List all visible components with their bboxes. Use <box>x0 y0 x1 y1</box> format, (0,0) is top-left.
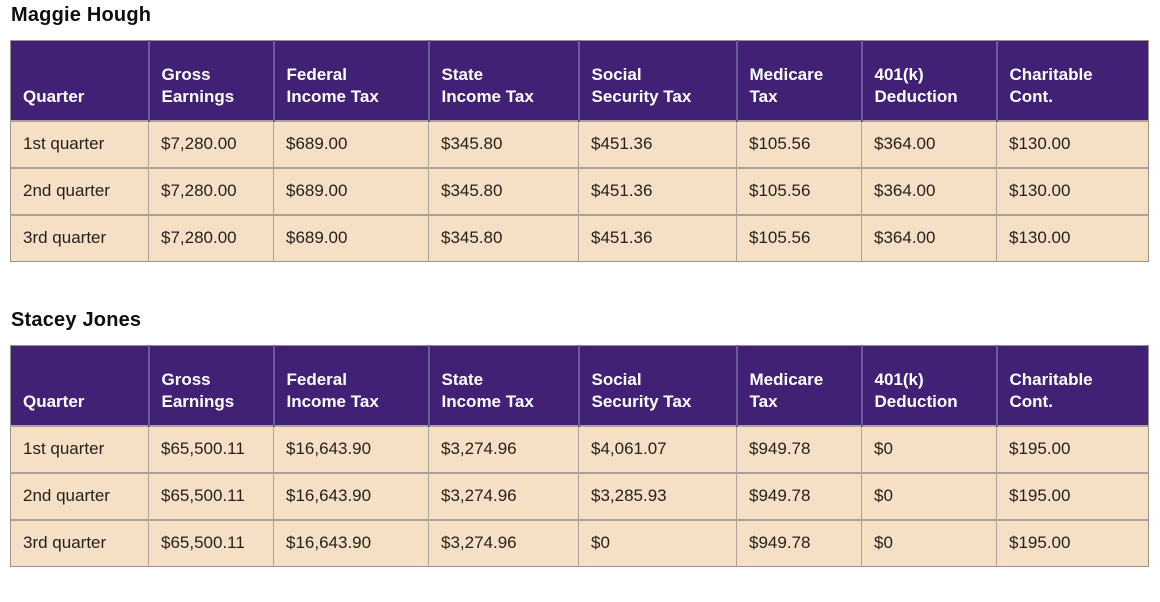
table-cell-medicare-tax: $949.78 <box>736 471 862 520</box>
table-cell-401-k-deduction: $364.00 <box>861 213 997 262</box>
table-cell-social-security-tax: $451.36 <box>578 166 737 215</box>
table-cell-federal-income-tax: $16,643.90 <box>273 518 429 567</box>
table-cell-gross-earnings: $7,280.00 <box>148 166 274 215</box>
employee-section-maggie-hough: Maggie Hough Quarter Gross Earnings Federa… <box>10 4 1150 262</box>
table-cell-charitable-cont: $195.00 <box>996 518 1149 567</box>
header-row: Quarter Gross Earnings Federal Income Tax S… <box>10 40 1149 121</box>
table-cell-gross-earnings: $65,500.11 <box>148 471 274 520</box>
table-cell-quarter: 3rd quarter <box>10 518 149 567</box>
payroll-table-stacey-jones: Quarter Gross Earnings Federal Income Tax S… <box>10 345 1149 567</box>
column-header-federal-income-tax: Federal Income Tax <box>272 40 429 121</box>
table-cell-medicare-tax: $949.78 <box>736 518 862 567</box>
column-header-social-security-tax: Social Security Tax <box>577 40 737 121</box>
table-cell-federal-income-tax: $689.00 <box>273 213 429 262</box>
table-cell-quarter: 1st quarter <box>10 424 149 473</box>
table-cell-state-income-tax: $345.80 <box>428 119 579 168</box>
table-cell-gross-earnings: $7,280.00 <box>148 213 274 262</box>
table-cell-quarter: 2nd quarter <box>10 166 149 215</box>
table-row: 1st quarter $65,500.11 $16,643.90 $3,274.96… <box>10 424 1149 473</box>
table-cell-charitable-cont: $130.00 <box>996 166 1149 215</box>
table-cell-401-k-deduction: $364.00 <box>861 119 997 168</box>
table-cell-social-security-tax: $4,061.07 <box>578 424 737 473</box>
table-cell-federal-income-tax: $689.00 <box>273 166 429 215</box>
column-header-charitable-cont: Charitable Cont. <box>995 40 1149 121</box>
column-header-gross-earnings: Gross Earnings <box>147 345 274 426</box>
table-row: 3rd quarter $65,500.11 $16,643.90 $3,274.96… <box>10 518 1149 567</box>
table-cell-federal-income-tax: $16,643.90 <box>273 471 429 520</box>
table-cell-gross-earnings: $7,280.00 <box>148 119 274 168</box>
table-cell-state-income-tax: $3,274.96 <box>428 518 579 567</box>
table-cell-medicare-tax: $105.56 <box>736 213 862 262</box>
table-cell-gross-earnings: $65,500.11 <box>148 424 274 473</box>
table-cell-quarter: 1st quarter <box>10 119 149 168</box>
table-cell-401-k-deduction: $0 <box>861 518 997 567</box>
table-cell-state-income-tax: $345.80 <box>428 213 579 262</box>
table-cell-social-security-tax: $451.36 <box>578 213 737 262</box>
table-cell-401-k-deduction: $0 <box>861 471 997 520</box>
table-cell-charitable-cont: $195.00 <box>996 471 1149 520</box>
table-cell-social-security-tax: $0 <box>578 518 737 567</box>
column-header-state-income-tax: State Income Tax <box>427 40 579 121</box>
table-row: 2nd quarter $7,280.00 $689.00 $345.80 $451.3… <box>10 166 1149 215</box>
column-header-social-security-tax: Social Security Tax <box>577 345 737 426</box>
employee-name-title: Maggie Hough <box>11 4 152 26</box>
column-header-401-k-deduction: 401(k) Deduction <box>860 345 997 426</box>
table-cell-401-k-deduction: $364.00 <box>861 166 997 215</box>
table-cell-401-k-deduction: $0 <box>861 424 997 473</box>
column-header-gross-earnings: Gross Earnings <box>147 40 274 121</box>
table-cell-federal-income-tax: $16,643.90 <box>273 424 429 473</box>
column-header-federal-income-tax: Federal Income Tax <box>272 345 429 426</box>
table-cell-charitable-cont: $130.00 <box>996 213 1149 262</box>
table-cell-medicare-tax: $105.56 <box>736 119 862 168</box>
column-header-quarter: Quarter <box>10 40 149 121</box>
table-cell-medicare-tax: $949.78 <box>736 424 862 473</box>
header-row: Quarter Gross Earnings Federal Income Tax S… <box>10 345 1149 426</box>
table-row: 3rd quarter $7,280.00 $689.00 $345.80 $451.3… <box>10 213 1149 262</box>
column-header-medicare-tax: Medicare Tax <box>735 40 862 121</box>
table-cell-social-security-tax: $3,285.93 <box>578 471 737 520</box>
column-header-quarter: Quarter <box>10 345 149 426</box>
column-header-401-k-deduction: 401(k) Deduction <box>860 40 997 121</box>
table-cell-state-income-tax: $3,274.96 <box>428 471 579 520</box>
table-cell-social-security-tax: $451.36 <box>578 119 737 168</box>
payroll-worksheet: Maggie Hough Quarter Gross Earnings Federa… <box>10 4 1150 567</box>
table-cell-gross-earnings: $65,500.11 <box>148 518 274 567</box>
column-header-medicare-tax: Medicare Tax <box>735 345 862 426</box>
table-cell-state-income-tax: $345.80 <box>428 166 579 215</box>
payroll-table-maggie-hough: Quarter Gross Earnings Federal Income Tax S… <box>10 40 1149 262</box>
table-cell-quarter: 2nd quarter <box>10 471 149 520</box>
table-cell-charitable-cont: $195.00 <box>996 424 1149 473</box>
column-header-state-income-tax: State Income Tax <box>427 345 579 426</box>
table-row: 1st quarter $7,280.00 $689.00 $345.80 $451.3… <box>10 119 1149 168</box>
column-header-charitable-cont: Charitable Cont. <box>995 345 1149 426</box>
table-cell-state-income-tax: $3,274.96 <box>428 424 579 473</box>
employee-name-title: Stacey Jones <box>11 309 142 331</box>
table-row: 2nd quarter $65,500.11 $16,643.90 $3,274.96… <box>10 471 1149 520</box>
employee-section-stacey-jones: Stacey Jones Quarter Gross Earnings Federa… <box>10 309 1150 567</box>
table-cell-medicare-tax: $105.56 <box>736 166 862 215</box>
table-cell-charitable-cont: $130.00 <box>996 119 1149 168</box>
table-cell-federal-income-tax: $689.00 <box>273 119 429 168</box>
table-cell-quarter: 3rd quarter <box>10 213 149 262</box>
